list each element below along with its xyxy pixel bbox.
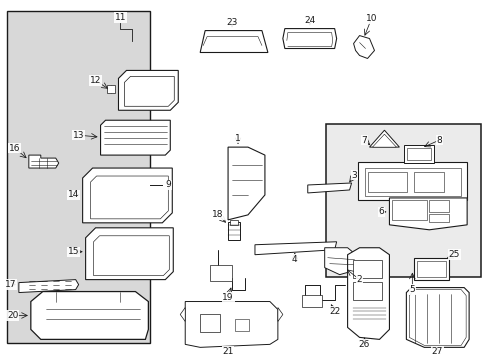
Polygon shape (372, 134, 396, 147)
Text: 26: 26 (358, 340, 369, 349)
Polygon shape (29, 155, 59, 168)
Bar (392, 200, 427, 220)
Bar (413, 258, 448, 280)
Text: 18: 18 (212, 210, 224, 219)
Text: 21: 21 (222, 347, 233, 356)
Bar (428, 200, 448, 212)
Polygon shape (282, 28, 336, 49)
Bar (106, 85, 114, 93)
Text: 7: 7 (361, 136, 366, 145)
Text: 2: 2 (356, 275, 362, 284)
Bar (227, 222, 240, 240)
Polygon shape (388, 198, 466, 230)
Bar (210, 265, 232, 280)
Text: 5: 5 (408, 285, 414, 294)
Bar (235, 319, 248, 332)
Text: 23: 23 (226, 18, 237, 27)
Polygon shape (353, 36, 374, 58)
Polygon shape (408, 289, 465, 345)
Polygon shape (180, 307, 185, 321)
Polygon shape (364, 168, 460, 196)
Polygon shape (82, 168, 172, 223)
Text: 11: 11 (115, 13, 126, 22)
Text: 12: 12 (90, 76, 101, 85)
Text: 22: 22 (328, 307, 340, 316)
Polygon shape (118, 71, 178, 110)
Polygon shape (185, 302, 277, 347)
Bar (413, 172, 443, 192)
Polygon shape (200, 31, 267, 53)
Polygon shape (406, 288, 468, 347)
Polygon shape (19, 280, 79, 293)
Polygon shape (277, 307, 282, 321)
Bar (200, 315, 220, 332)
Text: 20: 20 (7, 311, 19, 320)
Polygon shape (347, 248, 388, 339)
Bar (352, 260, 382, 278)
Bar (352, 282, 382, 300)
Polygon shape (227, 147, 264, 220)
Polygon shape (124, 76, 174, 106)
Polygon shape (93, 236, 169, 276)
Polygon shape (369, 130, 399, 147)
Polygon shape (90, 176, 168, 219)
Bar (325, 125, 480, 277)
Text: 17: 17 (5, 280, 17, 289)
Bar (416, 261, 446, 276)
Text: 27: 27 (431, 347, 442, 356)
Text: 14: 14 (68, 190, 79, 199)
Polygon shape (101, 120, 170, 155)
Text: 19: 19 (222, 293, 233, 302)
Bar (428, 214, 448, 222)
Text: 6: 6 (378, 207, 384, 216)
Text: 1: 1 (235, 134, 241, 143)
Polygon shape (307, 183, 351, 193)
Text: 10: 10 (365, 14, 376, 23)
Bar (229, 220, 238, 225)
Bar (367, 172, 407, 192)
Bar (301, 294, 321, 306)
Text: 13: 13 (73, 131, 84, 140)
Text: 16: 16 (9, 144, 20, 153)
Text: 4: 4 (291, 255, 297, 264)
Text: 25: 25 (447, 250, 459, 259)
Polygon shape (254, 242, 336, 255)
Bar (7, 12, 149, 343)
Text: 24: 24 (304, 16, 315, 25)
Polygon shape (357, 162, 466, 200)
Polygon shape (31, 292, 148, 339)
Polygon shape (85, 228, 173, 280)
Text: 15: 15 (68, 247, 79, 256)
Bar (404, 145, 433, 163)
Text: 3: 3 (351, 171, 357, 180)
Bar (407, 148, 430, 160)
Text: 8: 8 (435, 136, 441, 145)
Polygon shape (324, 248, 359, 275)
Text: 9: 9 (165, 180, 171, 189)
